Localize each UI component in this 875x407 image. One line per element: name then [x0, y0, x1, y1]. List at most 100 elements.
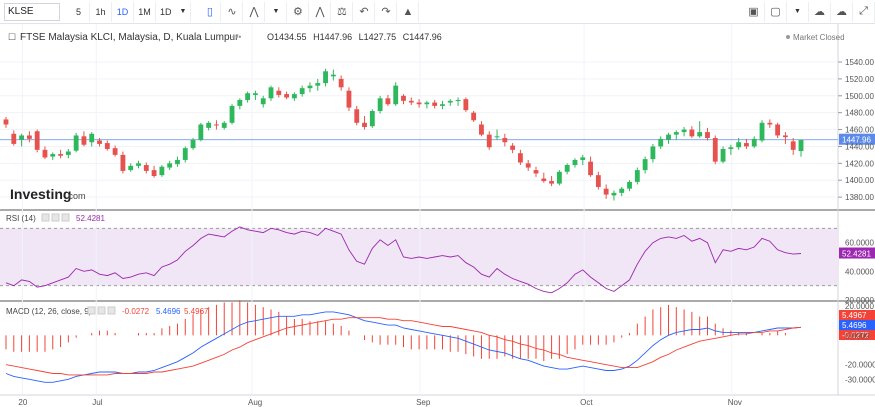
candle-body[interactable] [252, 93, 258, 95]
candle-body[interactable] [424, 102, 430, 105]
candle-body[interactable] [330, 74, 336, 77]
candle-body[interactable] [136, 163, 141, 166]
candle-body[interactable] [346, 90, 352, 108]
candle-body[interactable] [689, 129, 695, 137]
candle-body[interactable] [502, 138, 508, 143]
candle-body[interactable] [517, 153, 523, 163]
candle-body[interactable] [81, 136, 87, 145]
candle-body[interactable] [3, 119, 9, 125]
candle-body[interactable] [120, 154, 126, 171]
candle-body[interactable] [89, 133, 95, 143]
candle-body[interactable] [237, 100, 243, 106]
legend-menu-icon[interactable]: ••• [232, 32, 241, 42]
interval-1d-button[interactable]: 1D [112, 1, 134, 22]
candle-body[interactable] [338, 78, 344, 88]
candles-style-icon[interactable]: ▯ [199, 1, 222, 22]
candle-body[interactable] [673, 132, 679, 135]
line-style-icon[interactable]: ∿ [221, 1, 244, 22]
candle-body[interactable] [182, 148, 188, 160]
candle-body[interactable] [611, 192, 617, 196]
candle-body[interactable] [206, 122, 212, 128]
candle-body[interactable] [50, 154, 56, 157]
candle-body[interactable] [221, 122, 227, 128]
candle-body[interactable] [642, 159, 648, 171]
candle-body[interactable] [580, 157, 586, 160]
candle-body[interactable] [556, 171, 562, 184]
candle-body[interactable] [143, 165, 149, 171]
candle-body[interactable] [291, 94, 297, 99]
candle-body[interactable] [463, 99, 469, 111]
candle-body[interactable] [362, 122, 367, 128]
layout-icon[interactable]: ▢ [765, 1, 787, 22]
candle-body[interactable] [619, 188, 625, 193]
candle-body[interactable] [603, 188, 609, 195]
compare-icon[interactable]: ⚖ [331, 1, 354, 22]
close-icon[interactable] [107, 306, 116, 315]
candle-body[interactable] [705, 132, 710, 138]
fullscreen-icon[interactable]: ⤢ [853, 1, 875, 22]
cloud-upload-icon[interactable]: ☁ [809, 1, 831, 22]
candle-body[interactable] [73, 135, 79, 151]
candle-body[interactable] [432, 102, 438, 106]
bars-style-icon[interactable]: ⋀ [243, 1, 266, 22]
gear-icon[interactable] [97, 306, 106, 315]
eye-icon[interactable] [41, 213, 50, 222]
candle-body[interactable] [260, 98, 266, 105]
candle-body[interactable] [697, 132, 703, 137]
candle-body[interactable] [323, 71, 328, 84]
cloud-download-icon[interactable]: ☁ [831, 1, 853, 22]
candle-body[interactable] [541, 178, 547, 182]
candle-body[interactable] [658, 138, 664, 147]
interval-1h-button[interactable]: 1h [90, 1, 112, 22]
candle-body[interactable] [284, 94, 290, 98]
candle-body[interactable] [159, 166, 165, 176]
candle-body[interactable] [369, 110, 375, 127]
candle-body[interactable] [572, 159, 578, 166]
candle-body[interactable] [198, 124, 204, 140]
candle-body[interactable] [190, 139, 196, 149]
candle-body[interactable] [455, 100, 461, 101]
candle-body[interactable] [307, 85, 313, 89]
candle-body[interactable] [34, 131, 40, 150]
candle-body[interactable] [736, 142, 742, 148]
candle-body[interactable] [128, 165, 134, 171]
candle-body[interactable] [245, 93, 251, 100]
candle-body[interactable] [268, 87, 274, 99]
candle-body[interactable] [19, 135, 25, 140]
undo-icon[interactable]: ↶ [353, 1, 376, 22]
candle-body[interactable] [681, 129, 687, 133]
candle-body[interactable] [595, 175, 601, 187]
candle-body[interactable] [666, 134, 671, 140]
candle-body[interactable] [775, 124, 781, 136]
candle-body[interactable] [759, 122, 765, 141]
candle-body[interactable] [728, 147, 734, 149]
gear-icon[interactable] [51, 213, 60, 222]
interval-dropdown-button[interactable]: 1D ▼ [156, 1, 192, 22]
candle-body[interactable] [354, 109, 360, 123]
close-icon[interactable] [61, 213, 70, 222]
candle-body[interactable] [564, 165, 570, 172]
candle-body[interactable] [767, 122, 773, 125]
interval-1m-button[interactable]: 1M [134, 1, 156, 22]
candle-body[interactable] [790, 141, 796, 150]
candle-body[interactable] [214, 124, 219, 126]
candle-body[interactable] [229, 105, 235, 123]
candle-body[interactable] [798, 139, 804, 152]
collapse-icon[interactable]: ☐ [8, 32, 16, 42]
candle-body[interactable] [744, 143, 749, 147]
candle-body[interactable] [525, 163, 531, 168]
candle-body[interactable] [393, 85, 399, 105]
redo-icon[interactable]: ↷ [375, 1, 398, 22]
candle-body[interactable] [416, 102, 422, 105]
candle-body[interactable] [299, 88, 305, 95]
candle-body[interactable] [408, 100, 414, 103]
candle-body[interactable] [167, 163, 173, 168]
candle-body[interactable] [440, 104, 445, 106]
alert-icon[interactable]: ▲ [397, 1, 420, 22]
candle-body[interactable] [11, 133, 17, 144]
candle-body[interactable] [494, 136, 500, 138]
candle-body[interactable] [634, 170, 640, 182]
candle-body[interactable] [782, 135, 788, 138]
interval-5m-button[interactable]: 5 [68, 1, 90, 22]
